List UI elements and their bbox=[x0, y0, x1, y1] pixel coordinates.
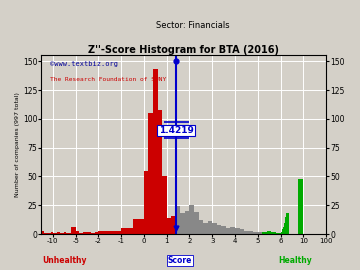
Bar bbox=[153, 69, 158, 234]
Bar bbox=[298, 179, 303, 234]
Bar bbox=[167, 218, 171, 234]
Bar bbox=[262, 232, 267, 234]
Y-axis label: Number of companies (997 total): Number of companies (997 total) bbox=[15, 92, 20, 197]
Bar bbox=[239, 230, 244, 234]
Bar bbox=[53, 233, 55, 234]
Bar bbox=[71, 227, 73, 234]
Bar bbox=[76, 231, 80, 234]
Bar bbox=[62, 233, 64, 234]
Text: Healthy: Healthy bbox=[278, 256, 312, 265]
Text: Sector: Financials: Sector: Financials bbox=[156, 21, 229, 30]
Bar bbox=[285, 217, 286, 234]
Title: Z''-Score Histogram for BTA (2016): Z''-Score Histogram for BTA (2016) bbox=[89, 45, 279, 55]
Bar bbox=[176, 206, 180, 234]
Bar bbox=[253, 232, 258, 234]
Bar bbox=[244, 231, 249, 234]
Bar bbox=[283, 227, 284, 234]
Bar bbox=[48, 233, 50, 234]
Bar bbox=[284, 222, 285, 234]
Bar bbox=[199, 220, 203, 234]
Bar bbox=[185, 211, 189, 234]
Bar bbox=[64, 232, 67, 234]
Bar bbox=[212, 222, 217, 234]
Bar bbox=[194, 212, 199, 234]
Bar bbox=[83, 232, 87, 234]
Bar bbox=[158, 110, 162, 234]
Bar bbox=[87, 232, 91, 234]
Bar bbox=[267, 231, 271, 234]
Bar bbox=[46, 233, 48, 234]
Bar bbox=[67, 233, 69, 234]
Text: 1.4219: 1.4219 bbox=[159, 126, 194, 135]
Bar bbox=[282, 230, 283, 234]
Text: ©www.textbiz.org: ©www.textbiz.org bbox=[50, 61, 118, 67]
Bar bbox=[148, 113, 153, 234]
Bar bbox=[80, 233, 83, 234]
Bar bbox=[91, 233, 95, 234]
Bar bbox=[57, 232, 60, 234]
Bar bbox=[226, 228, 230, 234]
Bar bbox=[41, 231, 44, 234]
Bar bbox=[208, 221, 212, 234]
Bar bbox=[217, 225, 221, 234]
Bar bbox=[235, 228, 239, 234]
Bar bbox=[44, 233, 46, 234]
Bar bbox=[98, 231, 110, 234]
Text: Score: Score bbox=[168, 256, 192, 265]
Bar bbox=[110, 231, 121, 234]
Bar bbox=[50, 232, 53, 234]
Bar bbox=[171, 216, 176, 234]
Bar bbox=[221, 226, 226, 234]
Bar bbox=[280, 232, 282, 234]
Bar bbox=[60, 233, 62, 234]
Bar bbox=[144, 171, 148, 234]
Text: The Research Foundation of SUNY: The Research Foundation of SUNY bbox=[50, 77, 166, 82]
Bar bbox=[121, 228, 132, 234]
Bar bbox=[249, 231, 253, 234]
Bar bbox=[276, 233, 280, 234]
Bar bbox=[258, 232, 262, 234]
Bar bbox=[95, 232, 98, 234]
Bar bbox=[230, 227, 235, 234]
Text: Unhealthy: Unhealthy bbox=[42, 256, 87, 265]
Bar bbox=[180, 213, 185, 234]
Bar bbox=[73, 227, 76, 234]
Bar bbox=[286, 213, 289, 234]
Bar bbox=[132, 219, 144, 234]
Bar bbox=[55, 233, 57, 234]
Bar bbox=[162, 176, 167, 234]
Bar bbox=[203, 222, 208, 234]
Bar bbox=[69, 233, 71, 234]
Bar bbox=[271, 232, 276, 234]
Bar bbox=[189, 205, 194, 234]
